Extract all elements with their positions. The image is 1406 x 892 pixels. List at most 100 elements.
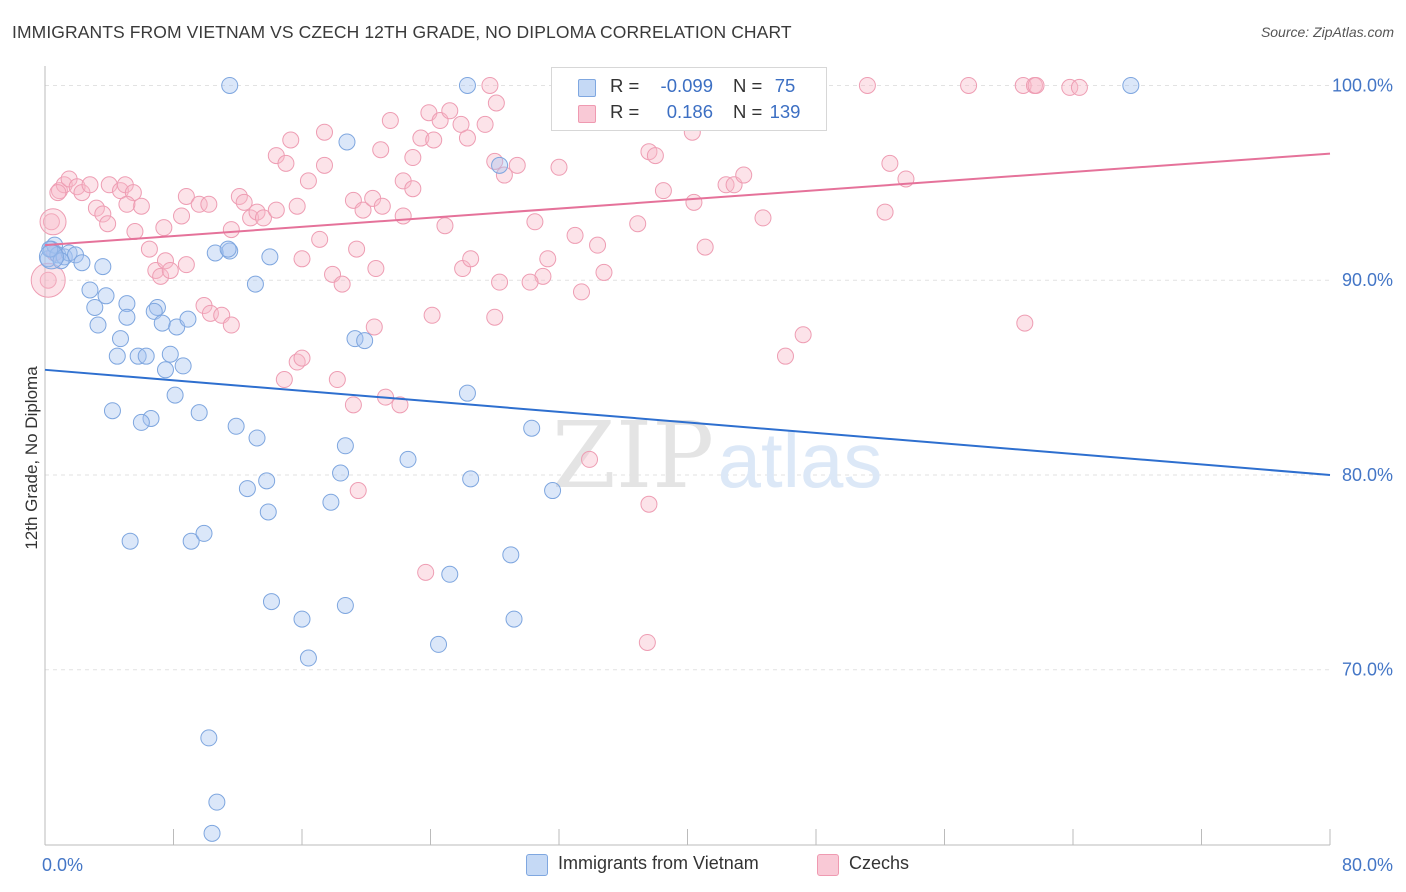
- czechs-point: [654, 182, 672, 200]
- czechs-point: [161, 261, 179, 279]
- czechs-point: [423, 306, 441, 324]
- czechs-point: [1061, 78, 1079, 96]
- legend-label-czechs: Czechs: [849, 853, 910, 873]
- watermark-atlas: atlas: [718, 416, 883, 504]
- czechs-point: [254, 209, 272, 227]
- r-label: R =: [610, 101, 640, 122]
- czechs-point: [42, 213, 60, 231]
- czechs-point: [876, 203, 894, 221]
- czechs-point: [495, 166, 513, 184]
- czechs-point: [381, 112, 399, 130]
- czechs-point: [140, 240, 158, 258]
- n-label: N =: [733, 101, 763, 122]
- y-tick-label: 80.0%: [1342, 465, 1393, 485]
- czechs-point: [412, 129, 430, 147]
- czechs-point: [1016, 314, 1034, 332]
- n-value-czechs: 139: [769, 101, 801, 122]
- vietnam-point: [111, 330, 129, 348]
- czechs-point: [200, 195, 218, 213]
- vietnam-point: [293, 610, 311, 628]
- vietnam-point: [179, 310, 197, 328]
- vietnam-point: [462, 470, 480, 488]
- vietnam-point: [200, 729, 218, 747]
- czechs-point: [629, 215, 647, 233]
- czechs-point: [776, 347, 794, 365]
- czechs-point: [354, 201, 372, 219]
- czechs-point: [526, 213, 544, 231]
- czechs-point: [293, 250, 311, 268]
- vietnam-point: [338, 133, 356, 151]
- czechs-trend-line: [44, 152, 1331, 247]
- x-tick-label: 0.0%: [42, 855, 83, 875]
- vietnam-point: [73, 254, 91, 272]
- vietnam-point: [182, 532, 200, 550]
- vietnam-point: [97, 287, 115, 305]
- stats-legend: R = -0.099 N = 75 R = 0.186 N = 139: [551, 67, 827, 131]
- x-tick-label: 80.0%: [1342, 855, 1393, 875]
- vietnam-point: [52, 252, 70, 270]
- czechs-point: [173, 207, 191, 225]
- vietnam-point: [206, 244, 224, 262]
- legend-swatch-czechs: [817, 854, 839, 876]
- vietnam-point: [336, 437, 354, 455]
- czechs-point: [960, 76, 978, 94]
- n-value-vietnam: 75: [774, 75, 796, 96]
- czechs-point: [30, 262, 66, 298]
- vietnam-point: [430, 635, 448, 653]
- vietnam-point: [137, 347, 155, 365]
- vietnam-point: [259, 503, 277, 521]
- czechs-point: [646, 147, 664, 165]
- czechs-point: [487, 94, 505, 112]
- czechs-point: [365, 318, 383, 336]
- vietnam-point: [195, 524, 213, 542]
- czechs-point: [39, 208, 67, 236]
- czechs-point: [508, 156, 526, 174]
- legend-swatch-vietnam: [526, 854, 548, 876]
- vietnam-point: [145, 302, 163, 320]
- czechs-point: [550, 158, 568, 176]
- vietnam-point: [118, 295, 136, 313]
- czechs-point: [581, 450, 599, 468]
- vietnam-point: [118, 308, 136, 326]
- czechs-point: [315, 123, 333, 141]
- vietnam-point: [227, 417, 245, 435]
- vietnam-point: [132, 413, 150, 431]
- czechs-point: [222, 221, 240, 239]
- czechs-point: [293, 349, 311, 367]
- vietnam-point: [248, 429, 266, 447]
- czechs-point: [491, 273, 509, 291]
- czechs-point: [589, 236, 607, 254]
- czechs-point: [344, 396, 362, 414]
- vietnam-point: [336, 596, 354, 614]
- source-note: Source: ZipAtlas.com: [1260, 24, 1394, 40]
- vietnam-point: [544, 482, 562, 500]
- y-tick-label: 70.0%: [1342, 660, 1393, 680]
- czechs-point: [441, 102, 459, 120]
- czechs-point: [481, 76, 499, 94]
- czechs-point: [367, 260, 385, 278]
- czechs-point: [242, 209, 260, 227]
- czechs-points: [30, 76, 1088, 651]
- vietnam-point: [491, 156, 509, 174]
- vietnam-trend-line: [44, 368, 1331, 476]
- legend-swatch-vietnam: [578, 79, 596, 97]
- vietnam-point: [103, 402, 121, 420]
- czechs-point: [155, 219, 173, 237]
- czechs-point: [118, 195, 136, 213]
- czechs-point: [566, 226, 584, 244]
- czechs-point: [394, 207, 412, 225]
- czechs-point: [299, 172, 317, 190]
- r-value-vietnam: -0.099: [660, 75, 713, 96]
- vietnam-point: [108, 347, 126, 365]
- vietnam-point: [203, 824, 221, 842]
- legend-item-vietnam: Immigrants from Vietnam: [526, 853, 796, 877]
- czechs-point: [858, 76, 876, 94]
- vietnam-point: [356, 332, 374, 350]
- czechs-point: [372, 141, 390, 159]
- vietnam-point: [156, 361, 174, 379]
- czechs-point: [177, 256, 195, 274]
- axes: [44, 66, 1331, 846]
- czechs-point: [452, 115, 470, 133]
- vietnam-point: [121, 532, 139, 550]
